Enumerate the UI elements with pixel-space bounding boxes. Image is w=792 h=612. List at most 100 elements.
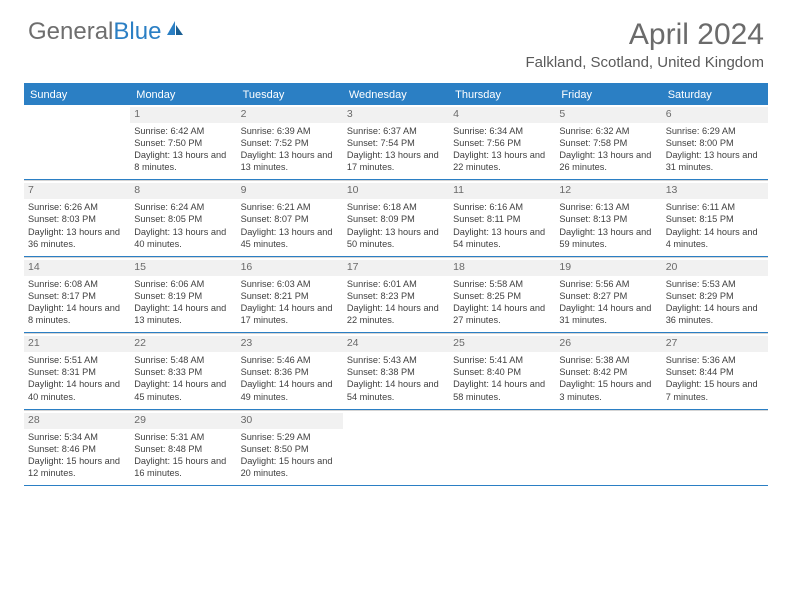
day-number: 1 xyxy=(130,107,236,123)
day-number: 28 xyxy=(24,413,130,429)
day-number: 13 xyxy=(662,183,768,199)
daylight-line: Daylight: 13 hours and 22 minutes. xyxy=(453,149,551,173)
daylight-line: Daylight: 13 hours and 31 minutes. xyxy=(666,149,764,173)
daylight-line: Daylight: 13 hours and 8 minutes. xyxy=(134,149,232,173)
daylight-line: Daylight: 14 hours and 58 minutes. xyxy=(453,378,551,402)
calendar-cell: 3Sunrise: 6:37 AMSunset: 7:54 PMDaylight… xyxy=(343,105,449,179)
calendar-cell: 12Sunrise: 6:13 AMSunset: 8:13 PMDayligh… xyxy=(555,180,661,255)
sunrise-line: Sunrise: 6:03 AM xyxy=(241,278,339,290)
week-row: 28 Sunrise: 5:34 AMSunset: 8:46 PM Dayligh… xyxy=(24,410,768,486)
day-header: Wednesday xyxy=(343,85,449,105)
daylight-line: Daylight: 14 hours and 40 minutes. xyxy=(28,378,126,402)
sunrise-line: Sunrise: 6:32 AM xyxy=(559,125,657,137)
sunset-line: Sunset: 8:03 PM xyxy=(28,213,126,225)
week-row: 7Sunrise: 6:26 AMSunset: 8:03 PMDaylight… xyxy=(24,180,768,256)
day-number: 29 xyxy=(130,413,236,429)
calendar-cell: 15Sunrise: 6:06 AMSunset: 8:19 PMDayligh… xyxy=(130,257,236,332)
sunset-line: Sunset: 8:05 PM xyxy=(134,213,232,225)
calendar-cell: 11Sunrise: 6:16 AMSunset: 8:11 PMDayligh… xyxy=(449,180,555,255)
daylight-line: Daylight: 14 hours and 17 minutes. xyxy=(241,302,339,326)
sunrise-line: Sunrise: 6:29 AM xyxy=(666,125,764,137)
sunset-line: Sunset: 8:36 PM xyxy=(241,366,339,378)
sunrise-line: Sunrise: 6:42 AM xyxy=(134,125,232,137)
sunset-line: Sunset: 8:46 PM xyxy=(28,443,126,455)
calendar-cell: 18Sunrise: 5:58 AMSunset: 8:25 PMDayligh… xyxy=(449,257,555,332)
daylight-line: Daylight: 13 hours and 17 minutes. xyxy=(347,149,445,173)
sunset-line: Sunset: 8:33 PM xyxy=(134,366,232,378)
daylight-line: Daylight: 14 hours and 8 minutes. xyxy=(28,302,126,326)
calendar-cell: 8Sunrise: 6:24 AMSunset: 8:05 PMDaylight… xyxy=(130,180,236,255)
daylight-line: Daylight: 15 hours and 7 minutes. xyxy=(666,378,764,402)
calendar-cell: 2Sunrise: 6:39 AMSunset: 7:52 PMDaylight… xyxy=(237,105,343,179)
sunrise-line: Sunrise: 5:51 AM xyxy=(28,354,126,366)
sunrise-line: Sunrise: 5:46 AM xyxy=(241,354,339,366)
day-number: 3 xyxy=(343,107,449,123)
sunset-line: Sunset: 8:31 PM xyxy=(28,366,126,378)
daylight-line: Daylight: 14 hours and 49 minutes. xyxy=(241,378,339,402)
calendar-cell: 23Sunrise: 5:46 AMSunset: 8:36 PMDayligh… xyxy=(237,333,343,408)
day-header: Monday xyxy=(130,85,236,105)
sunset-line: Sunset: 8:27 PM xyxy=(559,290,657,302)
day-number: 14 xyxy=(24,260,130,276)
calendar-cell: 7 Sunrise: 6:26 AMSunset: 8:03 PMDaylight… xyxy=(24,180,130,255)
daylight-line: Daylight: 14 hours and 22 minutes. xyxy=(347,302,445,326)
location-subtitle: Falkland, Scotland, United Kingdom xyxy=(526,54,764,71)
day-headers-row: SundayMondayTuesdayWednesdayThursdayFrid… xyxy=(24,85,768,105)
calendar-cell: 9Sunrise: 6:21 AMSunset: 8:07 PMDaylight… xyxy=(237,180,343,255)
sunset-line: Sunset: 7:52 PM xyxy=(241,137,339,149)
day-number: 15 xyxy=(130,260,236,276)
sunset-line: Sunset: 8:15 PM xyxy=(666,213,764,225)
daylight-line: Daylight: 13 hours and 45 minutes. xyxy=(241,226,339,250)
calendar-cell: 26Sunrise: 5:38 AMSunset: 8:42 PMDayligh… xyxy=(555,333,661,408)
sunset-line: Sunset: 8:48 PM xyxy=(134,443,232,455)
sunrise-line: Sunrise: 5:31 AM xyxy=(134,431,232,443)
day-header: Thursday xyxy=(449,85,555,105)
day-number: 22 xyxy=(130,336,236,352)
sunset-line: Sunset: 8:29 PM xyxy=(666,290,764,302)
sunrise-line: Sunrise: 5:34 AM xyxy=(28,431,126,443)
day-number: 12 xyxy=(555,183,661,199)
day-header: Sunday xyxy=(24,85,130,105)
daylight-line: Daylight: 13 hours and 59 minutes. xyxy=(559,226,657,250)
sunrise-line: Sunrise: 6:08 AM xyxy=(28,278,126,290)
calendar-cell: 21Sunrise: 5:51 AMSunset: 8:31 PMDayligh… xyxy=(24,333,130,408)
sunrise-line: Sunrise: 6:26 AM xyxy=(28,201,126,213)
logo-sail-icon xyxy=(165,18,185,46)
sunrise-line: Sunrise: 6:16 AM xyxy=(453,201,551,213)
calendar-cell: 14Sunrise: 6:08 AMSunset: 8:17 PMDayligh… xyxy=(24,257,130,332)
calendar-cell: 19Sunrise: 5:56 AMSunset: 8:27 PMDayligh… xyxy=(555,257,661,332)
daylight-line: Daylight: 14 hours and 54 minutes. xyxy=(347,378,445,402)
calendar-cell: 13Sunrise: 6:11 AMSunset: 8:15 PMDayligh… xyxy=(662,180,768,255)
daylight-line: Daylight: 15 hours and 3 minutes. xyxy=(559,378,657,402)
calendar-cell: 27Sunrise: 5:36 AMSunset: 8:44 PMDayligh… xyxy=(662,333,768,408)
day-number: 26 xyxy=(555,336,661,352)
calendar-cell: 1Sunrise: 6:42 AMSunset: 7:50 PMDaylight… xyxy=(130,105,236,179)
sunset-line: Sunset: 8:07 PM xyxy=(241,213,339,225)
logo-text-2: Blue xyxy=(113,18,161,46)
calendar-cell: 6Sunrise: 6:29 AMSunset: 8:00 PMDaylight… xyxy=(662,105,768,179)
day-number: 7 xyxy=(24,183,130,199)
sunset-line: Sunset: 8:38 PM xyxy=(347,366,445,378)
day-number: 19 xyxy=(555,260,661,276)
sunrise-line: Sunrise: 5:38 AM xyxy=(559,354,657,366)
calendar-cell: 24Sunrise: 5:43 AMSunset: 8:38 PMDayligh… xyxy=(343,333,449,408)
daylight-line: Daylight: 14 hours and 13 minutes. xyxy=(134,302,232,326)
calendar-cell: 4Sunrise: 6:34 AMSunset: 7:56 PMDaylight… xyxy=(449,105,555,179)
sunrise-line: Sunrise: 6:37 AM xyxy=(347,125,445,137)
sunset-line: Sunset: 8:40 PM xyxy=(453,366,551,378)
sunrise-line: Sunrise: 5:53 AM xyxy=(666,278,764,290)
day-number: 10 xyxy=(343,183,449,199)
sunset-line: Sunset: 8:50 PM xyxy=(241,443,339,455)
calendar-cell: 22Sunrise: 5:48 AMSunset: 8:33 PMDayligh… xyxy=(130,333,236,408)
calendar-cell xyxy=(662,410,768,485)
daylight-line: Daylight: 14 hours and 31 minutes. xyxy=(559,302,657,326)
daylight-line: Daylight: 15 hours and 16 minutes. xyxy=(134,455,232,479)
daylight-line: Daylight: 13 hours and 36 minutes. xyxy=(28,226,126,250)
daylight-line: Daylight: 13 hours and 40 minutes. xyxy=(134,226,232,250)
day-number: 11 xyxy=(449,183,555,199)
sunrise-line: Sunrise: 6:18 AM xyxy=(347,201,445,213)
daylight-line: Daylight: 14 hours and 45 minutes. xyxy=(134,378,232,402)
day-header: Saturday xyxy=(662,85,768,105)
sunrise-line: Sunrise: 6:13 AM xyxy=(559,201,657,213)
day-number: 27 xyxy=(662,336,768,352)
